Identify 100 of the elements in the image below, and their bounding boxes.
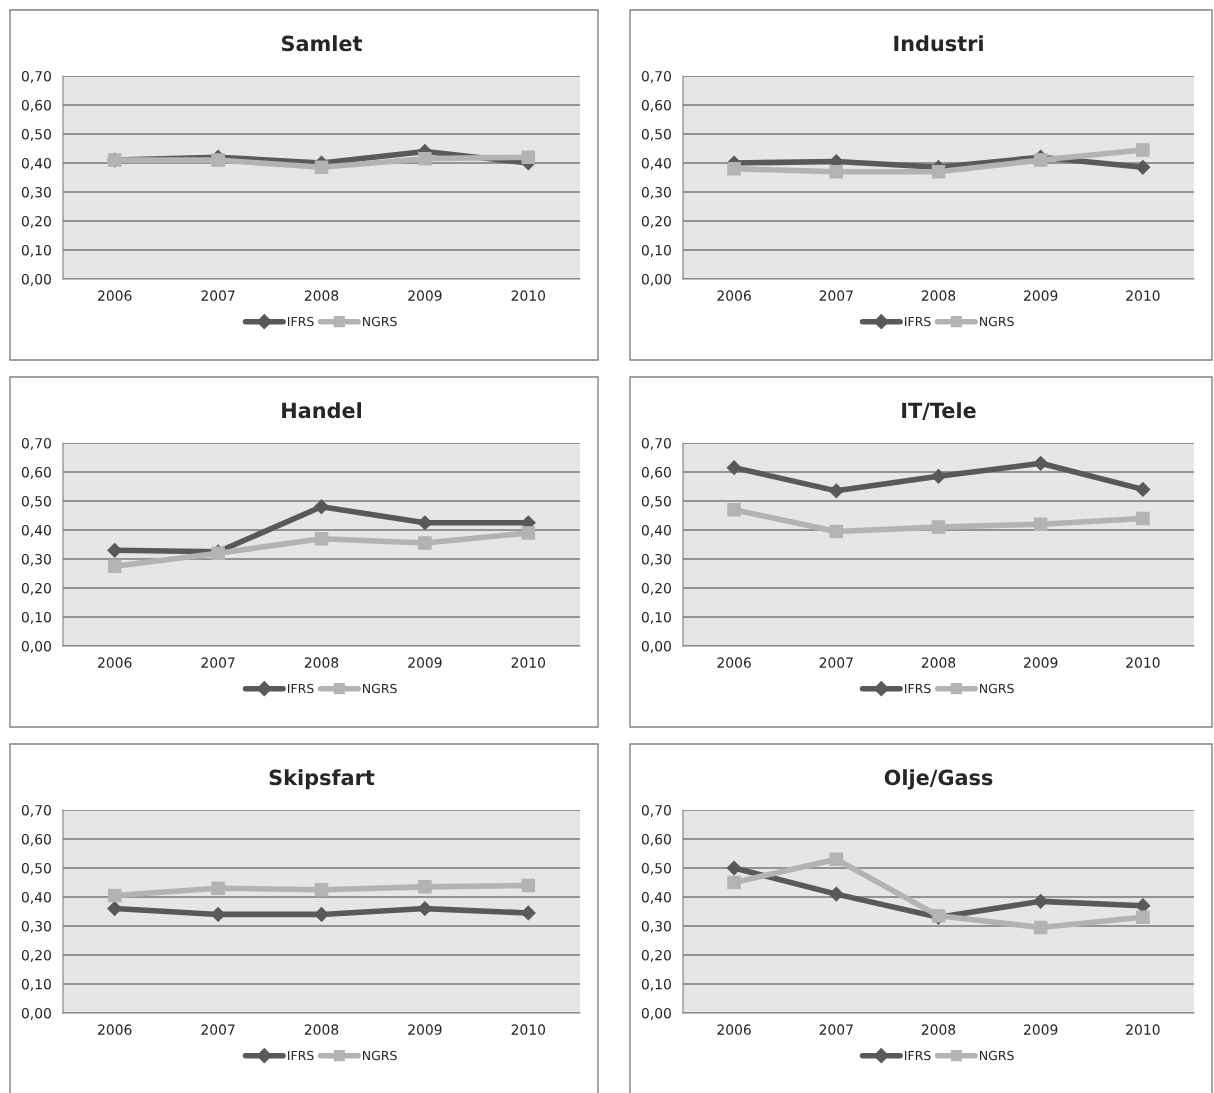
y-tick-label: 0,30 — [641, 186, 671, 199]
legend-label: IFRS — [905, 316, 931, 327]
chart-title: Olje/Gass — [884, 769, 993, 790]
point — [727, 875, 741, 890]
legend-label: NGRS — [363, 316, 397, 327]
x-tick-label: 2008 — [304, 290, 339, 301]
legend-label: NGRS — [980, 1050, 1014, 1061]
y-tick-label: 0,00 — [641, 273, 671, 286]
y-tick-label: 0,70 — [21, 437, 51, 450]
y-tick-label: 0,20 — [21, 949, 51, 962]
y-tick-label: 0,30 — [641, 920, 671, 933]
point — [829, 524, 844, 539]
chart-title: Skipsfart — [269, 769, 375, 790]
x-tick-label: 2009 — [1024, 1024, 1058, 1035]
y-tick-label: 0,10 — [641, 244, 671, 257]
y-tick-label: 0,30 — [21, 920, 51, 933]
legend-label: NGRS — [363, 683, 397, 694]
x-tick-label: 2009 — [1024, 657, 1058, 668]
x-tick-label: 2007 — [819, 1024, 853, 1035]
point — [418, 536, 432, 550]
x-tick-label: 2008 — [921, 1024, 956, 1035]
point — [211, 881, 225, 896]
legend-label: NGRS — [363, 1050, 397, 1061]
y-tick-label: 0,10 — [21, 978, 51, 991]
y-tick-label: 0,10 — [21, 244, 51, 257]
y-tick-label: 0,70 — [641, 70, 671, 83]
y-tick-label: 0,70 — [21, 804, 51, 817]
y-tick-label: 0,70 — [641, 437, 671, 450]
y-tick-label: 0,10 — [21, 611, 51, 624]
x-tick-label: 2008 — [921, 657, 956, 668]
y-tick-label: 0,60 — [641, 466, 671, 479]
y-tick-label: 0,60 — [641, 833, 671, 846]
y-tick-label: 0,60 — [21, 99, 51, 112]
point — [418, 151, 432, 166]
x-tick-label: 2008 — [921, 290, 956, 301]
y-tick-label: 0,40 — [21, 157, 51, 170]
y-tick-label: 0,20 — [21, 215, 51, 228]
x-tick-label: 2006 — [717, 290, 751, 301]
y-tick-label: 0,10 — [641, 611, 671, 624]
point — [727, 162, 741, 176]
x-tick-label: 2007 — [819, 290, 853, 301]
point — [314, 531, 329, 546]
x-tick-label: 2007 — [201, 657, 235, 668]
x-tick-label: 2009 — [408, 290, 442, 301]
x-tick-label: 2008 — [304, 657, 339, 668]
point — [829, 852, 844, 867]
point — [1136, 511, 1150, 526]
point — [931, 164, 946, 179]
y-tick-label: 0,20 — [641, 215, 671, 228]
y-tick-label: 0,00 — [641, 640, 671, 653]
legend-label: IFRS — [288, 1050, 314, 1061]
y-tick-label: 0,60 — [641, 99, 671, 112]
point — [1033, 920, 1048, 935]
point — [931, 520, 946, 534]
y-tick-label: 0,40 — [641, 891, 671, 904]
y-tick-label: 0,20 — [641, 949, 671, 962]
legend-label: IFRS — [905, 683, 931, 694]
chart-title: Handel — [282, 402, 361, 419]
point — [107, 559, 122, 574]
point — [829, 164, 844, 179]
point — [211, 153, 225, 167]
chart-title: Industri — [894, 35, 983, 52]
legend-label: NGRS — [980, 683, 1014, 694]
point — [1136, 910, 1150, 925]
y-tick-label: 0,40 — [21, 891, 51, 904]
y-tick-label: 0,20 — [641, 582, 671, 595]
x-tick-label: 2006 — [717, 1024, 751, 1035]
y-tick-label: 0,30 — [641, 553, 671, 566]
x-tick-label: 2007 — [201, 1024, 235, 1035]
y-tick-label: 0,60 — [21, 466, 51, 479]
y-tick-label: 0,00 — [21, 640, 51, 653]
legend-label: IFRS — [905, 1050, 931, 1061]
y-tick-label: 0,00 — [21, 1007, 51, 1020]
point — [828, 483, 844, 499]
y-tick-label: 0,60 — [21, 833, 51, 846]
point — [521, 526, 536, 540]
point — [727, 502, 741, 517]
x-tick-label: 2007 — [819, 657, 853, 668]
y-tick-label: 0,50 — [21, 495, 51, 508]
y-tick-label: 0,00 — [21, 273, 51, 286]
legend-label: IFRS — [288, 316, 314, 327]
x-tick-label: 2007 — [201, 290, 235, 301]
point — [314, 907, 329, 922]
chart-title: Samlet — [281, 35, 363, 52]
y-tick-label: 0,30 — [21, 186, 51, 199]
y-tick-label: 0,40 — [21, 524, 51, 537]
point — [521, 878, 536, 893]
x-tick-label: 2010 — [1126, 1024, 1160, 1035]
x-tick-label: 2006 — [98, 290, 132, 301]
y-tick-label: 0,50 — [641, 128, 671, 141]
x-tick-label: 2010 — [1126, 657, 1160, 668]
point — [1135, 482, 1151, 497]
chart-title: IT/Tele — [902, 402, 976, 420]
point — [314, 882, 329, 897]
legend-label: NGRS — [980, 316, 1014, 327]
point — [1033, 455, 1049, 471]
point — [314, 160, 329, 175]
point — [1136, 143, 1150, 157]
y-tick-label: 0,30 — [21, 553, 51, 566]
x-tick-label: 2006 — [98, 657, 132, 668]
